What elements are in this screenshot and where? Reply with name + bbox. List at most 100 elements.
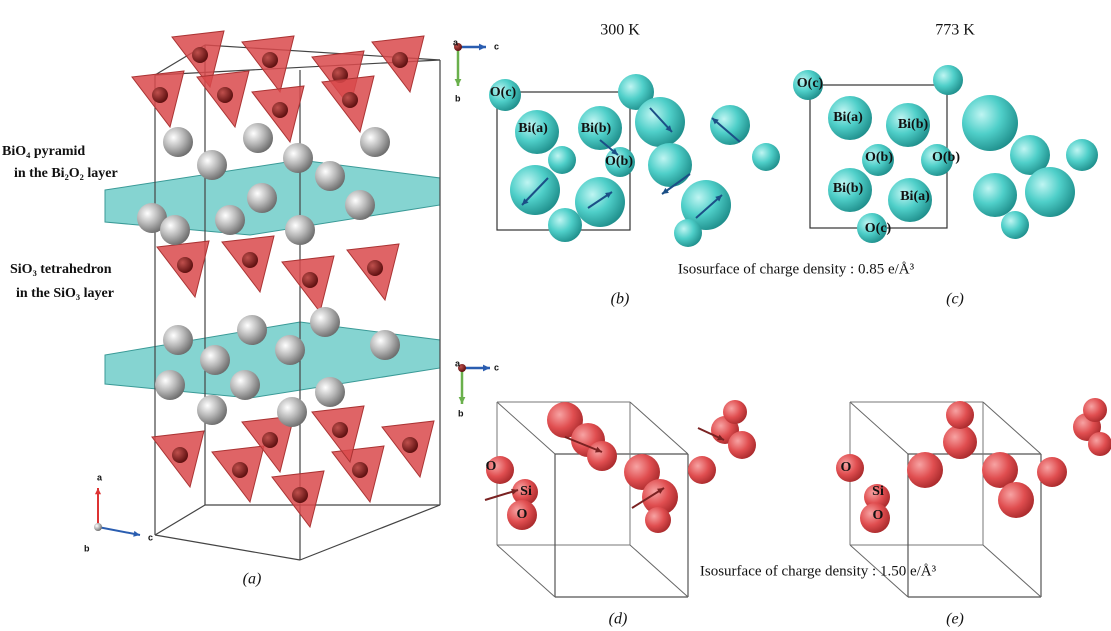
annotation: BiO₄ pyramid xyxy=(2,144,85,159)
atom-label: O(c) xyxy=(490,85,517,100)
arrow-head xyxy=(483,365,490,372)
cell-edge xyxy=(497,545,555,597)
temperature: 300 K xyxy=(600,22,640,39)
atom-label: Si xyxy=(872,484,884,499)
atom-label: Si xyxy=(520,484,532,499)
si-atom xyxy=(172,447,188,463)
axis-label: b xyxy=(458,408,464,418)
si-atom xyxy=(352,462,368,478)
charge-isosurface xyxy=(1088,432,1111,456)
atom-label: O xyxy=(841,460,852,475)
charge-isosurface xyxy=(1083,398,1107,422)
si-atom xyxy=(302,272,318,288)
charge-isosurface xyxy=(943,425,977,459)
atom-label: O xyxy=(517,507,528,522)
arrow-head xyxy=(455,79,462,86)
isosurface-note: Isosurface of charge density : 0.85 e/Å³ xyxy=(678,261,915,277)
figure: BiO₄ pyramidin the Bi₂O₂ layerSiO₃ tetra… xyxy=(0,0,1111,631)
charge-isosurface xyxy=(998,482,1034,518)
charge-isosurface xyxy=(1037,457,1067,487)
annotation: SiO₃ tetrahedron xyxy=(10,262,112,277)
charge-isosurface xyxy=(728,431,756,459)
atom-label: Bi(b) xyxy=(898,117,929,132)
bi-atom xyxy=(275,335,305,365)
charge-isosurface xyxy=(1066,139,1098,171)
cell-edge xyxy=(630,545,688,597)
atom-label: O(b) xyxy=(932,150,960,165)
axis-label: c xyxy=(494,362,499,372)
charge-isosurface xyxy=(723,400,747,424)
charge-isosurface xyxy=(973,173,1017,217)
axis-origin xyxy=(94,523,102,531)
bi-atom xyxy=(277,397,307,427)
atom-label: Bi(b) xyxy=(833,181,864,196)
axis-label: c xyxy=(148,532,153,542)
bi-atom xyxy=(160,215,190,245)
atom-label: Bi(a) xyxy=(518,121,548,136)
charge-isosurface xyxy=(710,105,750,145)
charge-isosurface xyxy=(510,165,560,215)
bi-atom xyxy=(237,315,267,345)
bi-atom xyxy=(197,150,227,180)
bi-atom xyxy=(163,127,193,157)
si-atom xyxy=(292,487,308,503)
atom-label: O(b) xyxy=(865,150,893,165)
atom-label: O(c) xyxy=(797,76,824,91)
si-atom xyxy=(232,462,248,478)
charge-isosurface xyxy=(752,143,780,171)
charge-isosurface xyxy=(645,507,671,533)
cell-edge xyxy=(983,545,1041,597)
bi-atom xyxy=(230,370,260,400)
si-atom xyxy=(402,437,418,453)
atom-label: Bi(b) xyxy=(581,121,612,136)
cell-edge xyxy=(155,535,300,560)
caption: (d) xyxy=(609,611,628,628)
axis-label: b xyxy=(84,543,90,553)
bi-atom xyxy=(155,370,185,400)
cell-edge xyxy=(155,505,205,535)
si-atom xyxy=(332,422,348,438)
charge-isosurface xyxy=(575,177,625,227)
bi-atom xyxy=(247,183,277,213)
arrow-head xyxy=(479,44,486,51)
cell-edge xyxy=(850,402,908,454)
charge-isosurface xyxy=(648,143,692,187)
bi-atom xyxy=(215,205,245,235)
drawing xyxy=(94,31,1111,597)
atom-label: O(c) xyxy=(865,221,892,236)
annotation: in the SiO₃ layer xyxy=(16,286,114,301)
cell-edge xyxy=(983,402,1041,454)
atom-label: O xyxy=(873,508,884,523)
charge-isosurface xyxy=(907,452,943,488)
bi-atom xyxy=(243,123,273,153)
bi-atom xyxy=(345,190,375,220)
si-atom xyxy=(177,257,193,273)
si-atom xyxy=(242,252,258,268)
bi-atom xyxy=(285,215,315,245)
axis-label: c xyxy=(494,41,499,51)
cell-edge xyxy=(497,402,555,454)
isosurface-note: Isosurface of charge density : 1.50 e/Å³ xyxy=(700,563,937,579)
caption: (b) xyxy=(611,291,630,308)
charge-isosurface xyxy=(1001,211,1029,239)
charge-isosurface xyxy=(674,219,702,247)
bi-atom xyxy=(360,127,390,157)
si-atom xyxy=(262,432,278,448)
charge-isosurface xyxy=(933,65,963,95)
atom-label: Bi(a) xyxy=(833,110,863,125)
si-atom xyxy=(217,87,233,103)
cell-edge xyxy=(300,505,440,560)
bi-atom xyxy=(315,377,345,407)
arrow-head xyxy=(459,397,466,404)
axis-label: a xyxy=(97,472,103,482)
arrow xyxy=(98,527,140,535)
caption: (a) xyxy=(243,571,262,588)
axis-label: b xyxy=(455,93,461,103)
caption: (c) xyxy=(946,291,964,308)
si-atom xyxy=(192,47,208,63)
si-atom xyxy=(272,102,288,118)
temperature: 773 K xyxy=(935,22,975,39)
bi-atom xyxy=(315,161,345,191)
atom-label: Bi(a) xyxy=(900,189,930,204)
charge-isosurface xyxy=(548,146,576,174)
